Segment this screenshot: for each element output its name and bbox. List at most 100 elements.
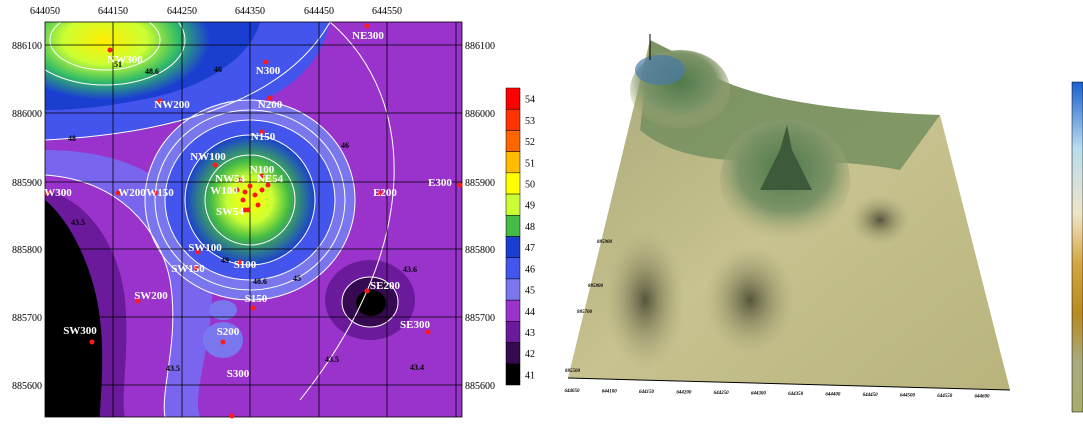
colorbar-label: 47 xyxy=(525,243,535,254)
colorbar-label: 42 xyxy=(525,349,535,360)
figure: 644050 644150 644250 644350 644450 644550 8861… xyxy=(0,0,1083,426)
y-tick-label: 885900 xyxy=(465,178,495,189)
x-tick-label: 644600 xyxy=(975,395,991,400)
y-tick-label: 885600 xyxy=(465,381,495,392)
colorbar-label: 43 xyxy=(525,328,535,339)
x-tick-label: 644200 xyxy=(676,391,692,396)
station-label: SW200 xyxy=(134,290,168,302)
station-label: N300 xyxy=(256,65,281,77)
station-dot xyxy=(243,190,248,195)
y-tick-label: 885500 xyxy=(565,369,581,374)
contour-label: 43.6 xyxy=(403,265,417,274)
station-dot xyxy=(365,24,370,29)
colorbar-label: 50 xyxy=(525,179,535,190)
x-tick-label: 644550 xyxy=(937,394,953,399)
station-label: NW100 xyxy=(190,151,226,163)
station-label: E200 xyxy=(373,187,397,199)
y-tick-label: 885700 xyxy=(12,313,42,324)
colorbar-box xyxy=(506,364,520,385)
station-label: SE200 xyxy=(370,280,400,292)
y-tick-label: 885600 xyxy=(12,381,42,392)
colorbar-label: 52 xyxy=(525,137,535,148)
colorbar-box xyxy=(506,300,520,321)
station-label: SE300 xyxy=(400,319,430,331)
x-tick-label: 644550 xyxy=(372,6,402,17)
y-tick-label: 885800 xyxy=(12,245,42,256)
station-dot xyxy=(230,414,235,419)
y-tick-label: 885700 xyxy=(465,313,495,324)
x-tick-label: 644400 xyxy=(825,393,841,398)
station-dot xyxy=(248,184,253,189)
y-tick-label: 885900 xyxy=(597,240,613,245)
station-label: N200 xyxy=(258,99,283,111)
station-dot xyxy=(251,306,256,311)
station-label: SW300 xyxy=(63,325,97,337)
x-tick-label: 644050 xyxy=(30,6,60,17)
station-dot xyxy=(221,340,226,345)
contour-label: 43.5 xyxy=(166,364,180,373)
x-tick-label: 644350 xyxy=(788,392,804,397)
station-dot xyxy=(256,203,261,208)
station-dot xyxy=(253,193,258,198)
y-tick-label: 886100 xyxy=(12,41,42,52)
colorbar-box xyxy=(506,343,520,364)
colorbar-label: 44 xyxy=(525,307,535,318)
station-label: N150 xyxy=(251,131,276,143)
station-dot xyxy=(246,208,251,213)
station-label: NE300 xyxy=(352,30,384,42)
station-label: E300 xyxy=(428,177,452,189)
x-tick-label: 644300 xyxy=(751,392,767,397)
station-dot xyxy=(241,198,246,203)
station-label: W300 xyxy=(44,187,72,199)
y-tick-label: 886000 xyxy=(465,109,495,120)
station-label: SW150 xyxy=(171,263,205,275)
x-tick-label: 644450 xyxy=(863,393,879,398)
station-label: NW54 xyxy=(215,173,245,185)
colorbar-label: 54 xyxy=(525,95,535,106)
colorbar-label: 46 xyxy=(525,264,535,275)
contour-label: 43.5 xyxy=(71,218,85,227)
y-tick-label: 886100 xyxy=(465,41,495,52)
station-label: NW200 xyxy=(154,99,190,111)
y-tick-label: 886000 xyxy=(12,109,42,120)
y-tick-label: 885700 xyxy=(577,310,593,315)
x-tick-label: 644050 xyxy=(565,389,581,394)
y-tick-label: 885800 xyxy=(588,284,604,289)
x-tick-label: 644150 xyxy=(639,390,655,395)
station-dot xyxy=(264,60,269,65)
contour-label: 48.6 xyxy=(253,277,267,286)
colorbar-box xyxy=(506,237,520,258)
colorbar-box xyxy=(506,194,520,215)
colorbar-label: 45 xyxy=(525,286,535,297)
station-label: W150 xyxy=(146,187,174,199)
y-tick-label: 885800 xyxy=(465,245,495,256)
station-label: S100 xyxy=(234,259,257,271)
station-label: S300 xyxy=(227,368,250,380)
contour-label: 49 xyxy=(221,256,229,265)
x-tick-label: 644450 xyxy=(304,6,334,17)
station-label: NW300 xyxy=(107,54,143,66)
contour-label: 51 xyxy=(114,60,122,69)
station-label: S200 xyxy=(217,326,240,338)
x-tick-label: 644250 xyxy=(714,391,730,396)
x-tick-label: 644150 xyxy=(98,6,128,17)
station-label: NE54 xyxy=(257,173,284,185)
station-label: W100 xyxy=(210,185,238,197)
colorbar-box xyxy=(506,258,520,279)
contour-label: 46 xyxy=(214,65,222,74)
contour-label: 46 xyxy=(341,141,349,150)
station-dot xyxy=(365,289,370,294)
station-label: W200 xyxy=(118,187,146,199)
station-label: SW100 xyxy=(188,242,222,254)
contour-label: 45 xyxy=(293,274,301,283)
station-dot xyxy=(90,340,95,345)
colorbar-box xyxy=(506,109,520,130)
page: 644050 644150 644250 644350 644450 644550 8861… xyxy=(0,0,1083,426)
colorbar-label: 53 xyxy=(525,116,535,127)
station-label: S150 xyxy=(245,293,268,305)
y-tick-label: 885900 xyxy=(12,178,42,189)
colorbar-box xyxy=(506,130,520,151)
colorbar-box xyxy=(506,321,520,342)
contour-label: 48 xyxy=(68,134,76,143)
